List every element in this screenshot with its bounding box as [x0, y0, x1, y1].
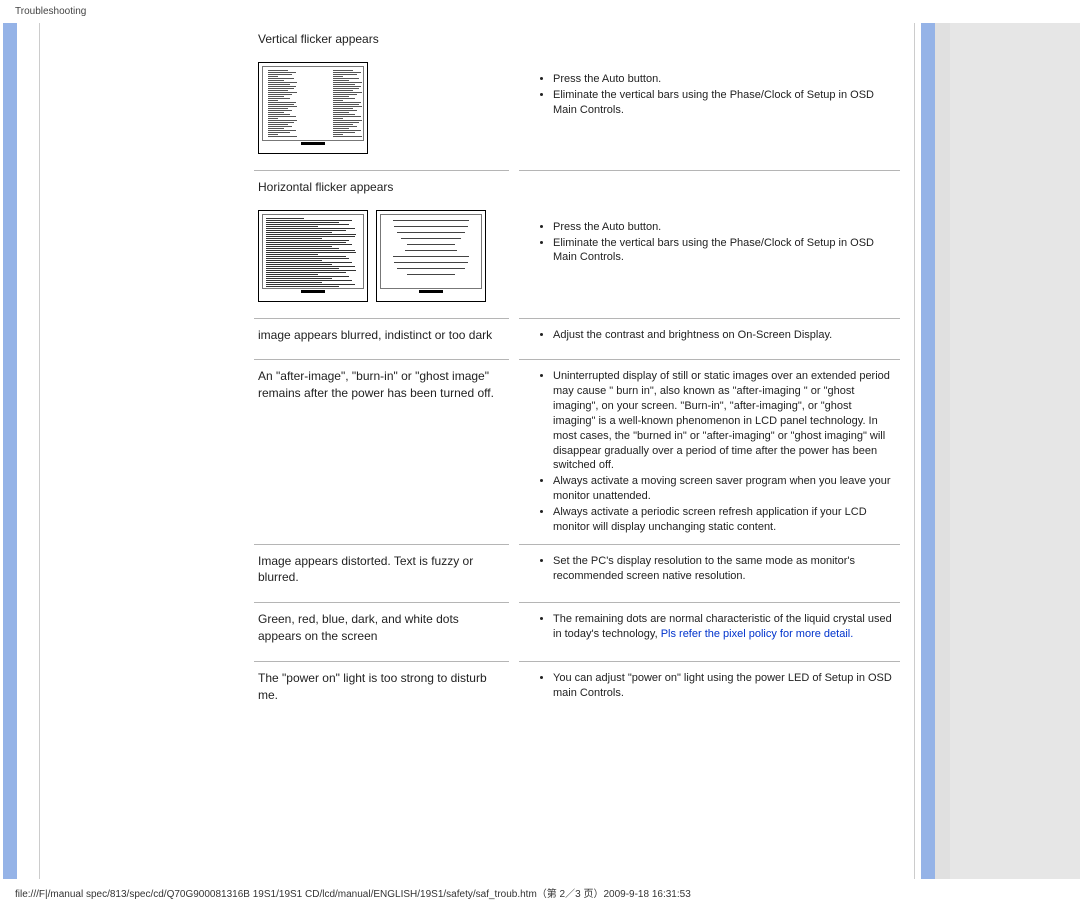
problem-text: Vertical flicker appears	[258, 31, 505, 48]
table-row: image appears blurred, indistinct or too…	[254, 318, 900, 360]
main-content: Vertical flicker appears Press the Auto …	[240, 23, 915, 879]
solution-item: Always activate a moving screen saver pr…	[553, 474, 896, 504]
table-row: An "after-image", "burn-in" or "ghost im…	[254, 359, 900, 543]
footer-path: file:///F|/manual spec/813/spec/cd/Q70G9…	[0, 879, 1080, 906]
problem-text: image appears blurred, indistinct or too…	[258, 327, 505, 344]
solution-item: Press the Auto button.	[553, 220, 896, 235]
solution-cell: Set the PC's display resolution to the s…	[519, 544, 900, 603]
right-stripe	[915, 23, 950, 879]
solution-cell: The remaining dots are normal characteri…	[519, 602, 900, 661]
solution-list: Press the Auto button.Eliminate the vert…	[519, 72, 896, 118]
solution-item: Set the PC's display resolution to the s…	[553, 554, 896, 584]
horizontal-flicker-sparse-illustration	[376, 210, 486, 302]
solution-list: Set the PC's display resolution to the s…	[519, 554, 896, 584]
problem-text: Image appears distorted. Text is fuzzy o…	[258, 553, 505, 587]
left-stripe	[0, 23, 40, 879]
problem-cell: Image appears distorted. Text is fuzzy o…	[254, 544, 509, 603]
solution-list: Press the Auto button.Eliminate the vert…	[519, 220, 896, 266]
solution-item: Always activate a periodic screen refres…	[553, 505, 896, 535]
solution-cell: Adjust the contrast and brightness on On…	[519, 318, 900, 360]
solution-list: Adjust the contrast and brightness on On…	[519, 328, 896, 343]
table-row: Green, red, blue, dark, and white dots a…	[254, 602, 900, 661]
solution-item: Uninterrupted display of still or static…	[553, 369, 896, 473]
problem-cell: Green, red, blue, dark, and white dots a…	[254, 602, 509, 661]
problem-cell: An "after-image", "burn-in" or "ghost im…	[254, 359, 509, 543]
left-nav-placeholder	[40, 23, 240, 879]
table-row: Vertical flicker appears Press the Auto …	[254, 23, 900, 170]
solution-cell: Press the Auto button.Eliminate the vert…	[519, 170, 900, 318]
table-row: Image appears distorted. Text is fuzzy o…	[254, 544, 900, 603]
solution-list: Uninterrupted display of still or static…	[519, 369, 896, 534]
problem-text: Horizontal flicker appears	[258, 179, 505, 196]
problem-cell: image appears blurred, indistinct or too…	[254, 318, 509, 360]
problem-text: An "after-image", "burn-in" or "ghost im…	[258, 368, 505, 402]
vertical-flicker-illustration	[258, 62, 368, 154]
problem-cell: The "power on" light is too strong to di…	[254, 661, 509, 720]
solution-cell: Press the Auto button.Eliminate the vert…	[519, 23, 900, 170]
solution-item: The remaining dots are normal characteri…	[553, 612, 896, 642]
solution-item: Press the Auto button.	[553, 72, 896, 87]
problem-cell: Horizontal flicker appears	[254, 170, 509, 318]
page-body: Vertical flicker appears Press the Auto …	[0, 23, 1080, 879]
solution-item: Eliminate the vertical bars using the Ph…	[553, 88, 896, 118]
problem-text: The "power on" light is too strong to di…	[258, 670, 505, 704]
solution-cell: Uninterrupted display of still or static…	[519, 359, 900, 543]
pixel-policy-link[interactable]: Pls refer the pixel policy for more deta…	[661, 628, 854, 640]
right-gutter	[950, 23, 1080, 879]
solution-list: You can adjust "power on" light using th…	[519, 671, 896, 701]
table-row: The "power on" light is too strong to di…	[254, 661, 900, 720]
problem-cell: Vertical flicker appears	[254, 23, 509, 170]
table-row: Horizontal flicker appears Press the Aut…	[254, 170, 900, 318]
solution-item: Eliminate the vertical bars using the Ph…	[553, 236, 896, 266]
solution-item: Adjust the contrast and brightness on On…	[553, 328, 896, 343]
problem-text: Green, red, blue, dark, and white dots a…	[258, 611, 505, 645]
horizontal-flicker-dense-illustration	[258, 210, 368, 302]
page-header-label: Troubleshooting	[0, 0, 1080, 23]
solution-item: You can adjust "power on" light using th…	[553, 671, 896, 701]
solution-cell: You can adjust "power on" light using th…	[519, 661, 900, 720]
solution-list: The remaining dots are normal characteri…	[519, 612, 896, 642]
